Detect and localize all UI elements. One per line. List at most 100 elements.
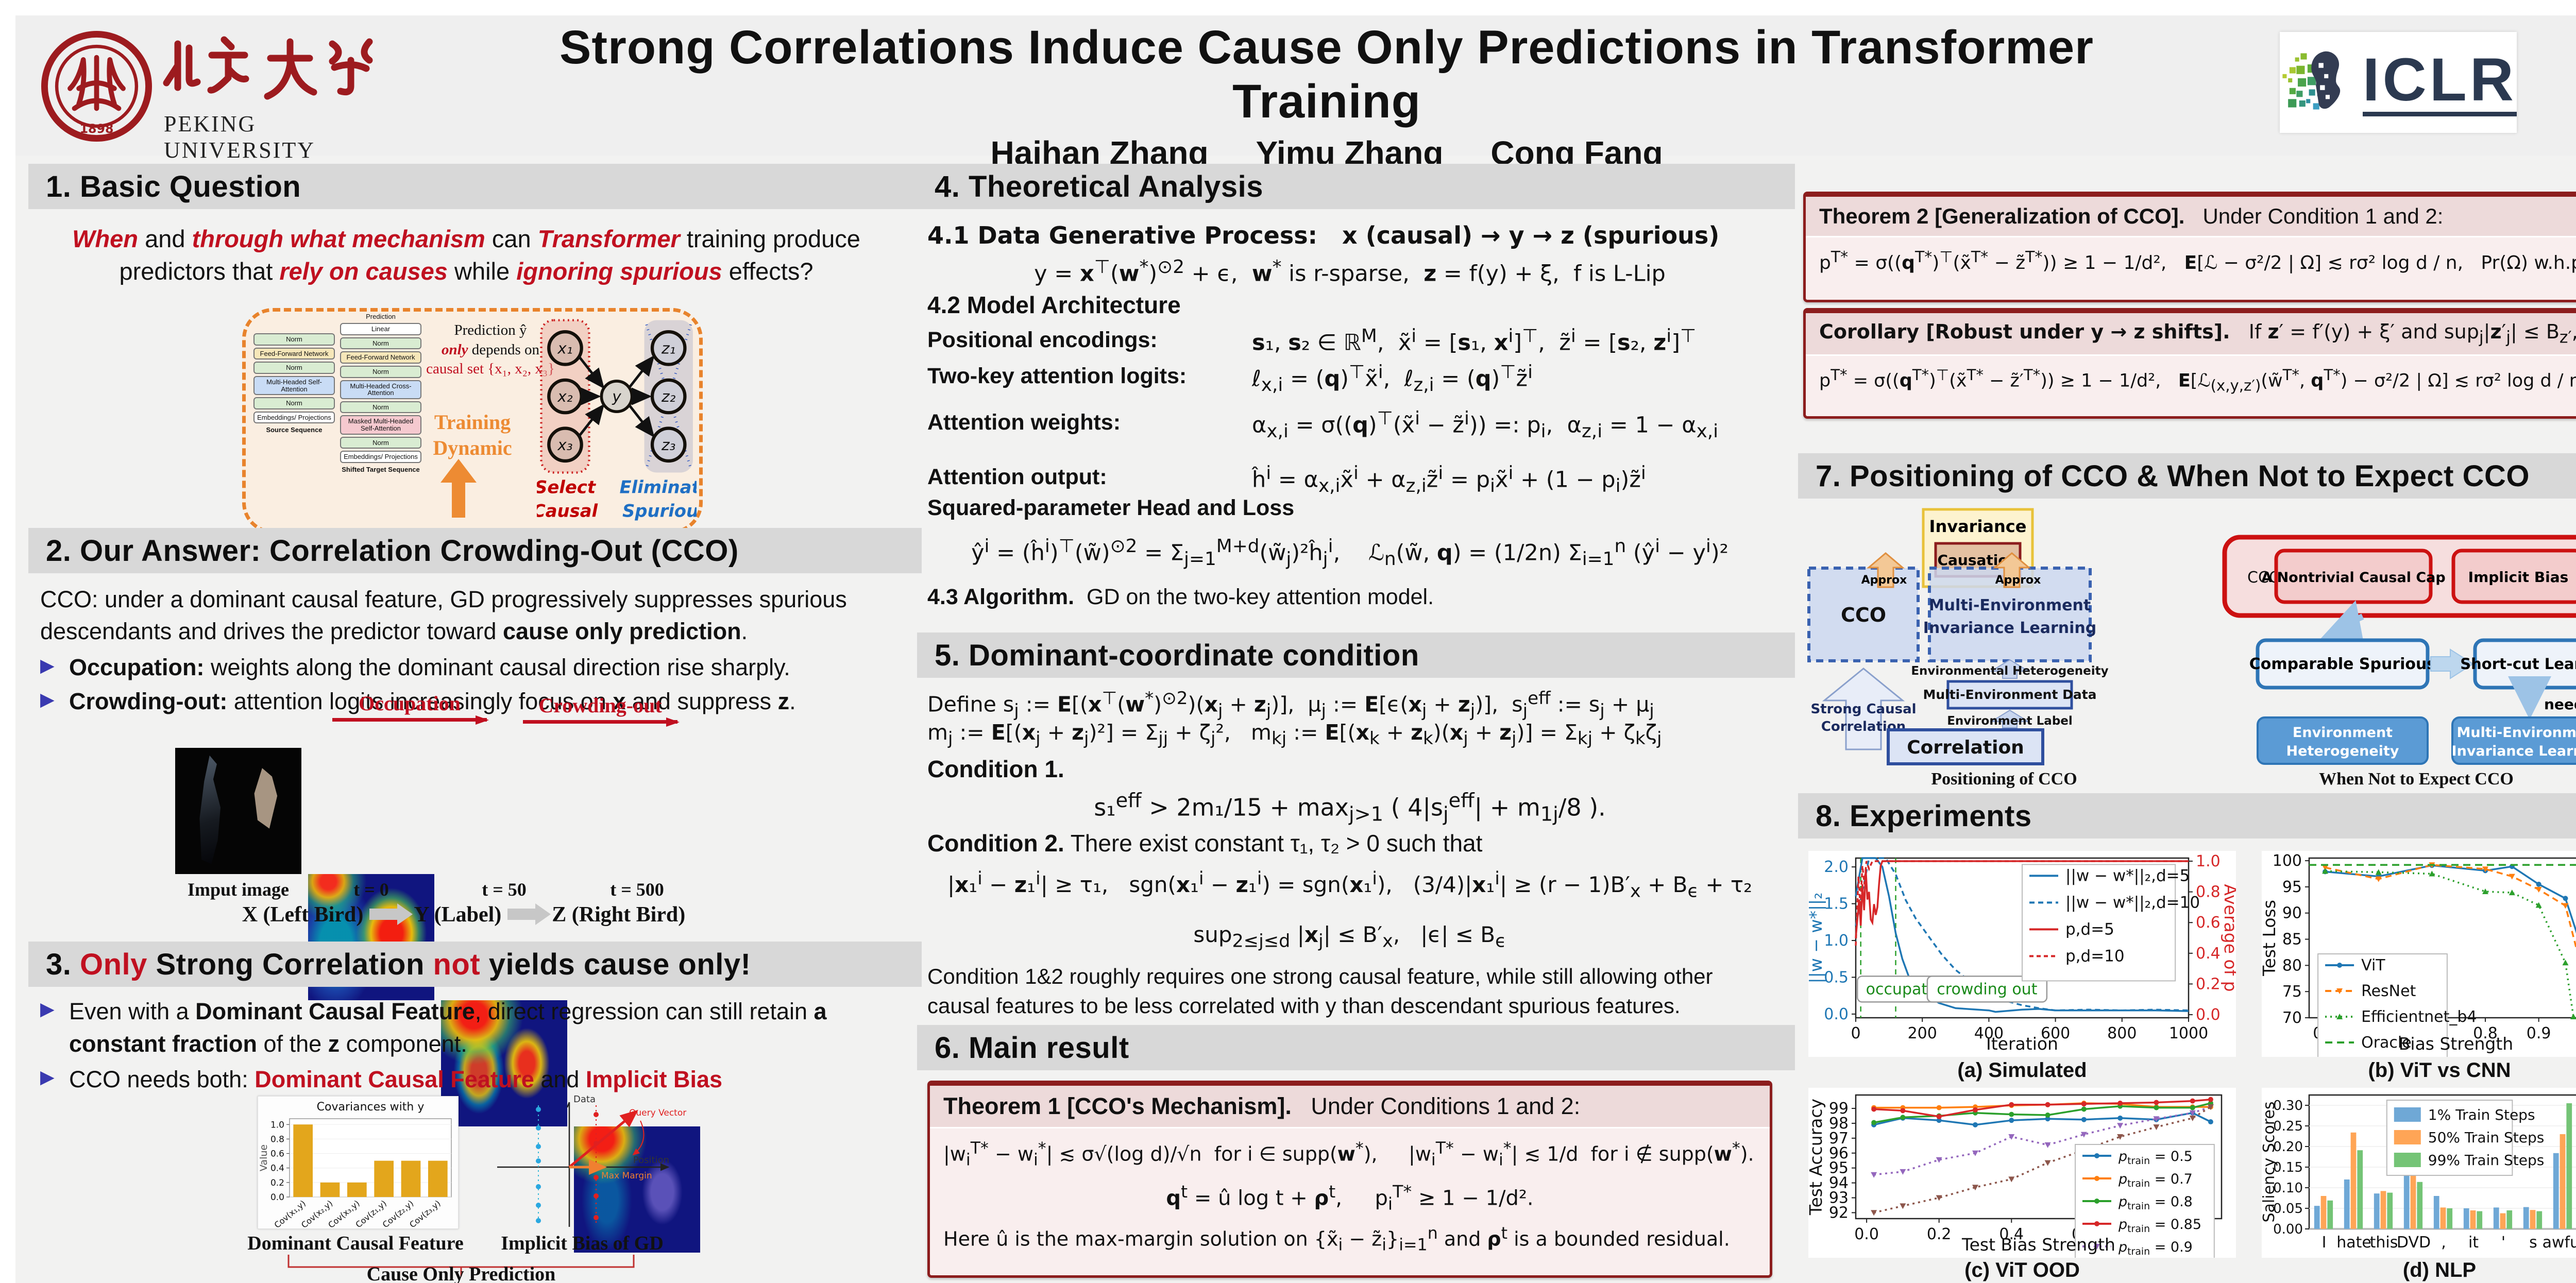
crowding-arrow-label: Crowding-out: [515, 693, 685, 727]
covariance-bar-chart: Covariances with y0.00.20.40.60.81.0Cov(…: [257, 1096, 459, 1230]
svg-text:80: 80: [2282, 956, 2302, 974]
svg-text:0.05: 0.05: [2273, 1201, 2303, 1217]
env-het-box-label: Environment: [2293, 725, 2393, 741]
theorem2-box: Theorem 2 [Generalization of CCO]. Under…: [1803, 192, 2576, 302]
position-axis-label: Position: [633, 1155, 669, 1166]
svg-text:70: 70: [2282, 1009, 2302, 1027]
cco-summary: CCO: under a dominant causal feature, GD…: [40, 586, 847, 645]
s5-cond1: Condition 1.: [927, 756, 1064, 782]
s4-lab-pos: Positional encodings:: [927, 328, 1158, 352]
section6-header: 6. Main result: [917, 1025, 1795, 1070]
section4-header: 4. Theoretical Analysis: [917, 164, 1795, 209]
s4-f-o: ĥi = αx,ix̃i + αz,iz̃i = pix̃i + (1 − pi…: [1252, 463, 1646, 497]
basic-question: When and through what mechanism can Tran…: [72, 225, 860, 285]
svg-text:Bias Strength: Bias Strength: [2399, 1034, 2513, 1054]
svg-text:||w − w*||₂,d=5: ||w − w*||₂,d=5: [2065, 866, 2190, 885]
svg-text:0.25: 0.25: [2273, 1119, 2303, 1134]
decoder-caption: Shifted Target Sequence: [342, 466, 420, 474]
header: [15, 15, 2576, 156]
svg-text:800: 800: [2107, 1024, 2137, 1042]
svg-text:600: 600: [2041, 1024, 2070, 1042]
section8-title: 8. Experiments: [1816, 799, 2032, 833]
svg-text:ptrain = 0.85: ptrain = 0.85: [2118, 1217, 2201, 1235]
theorem1-box: Theorem 1 [CCO's Mechanism]. Under Condi…: [927, 1081, 1772, 1278]
s4-lab-o: Attention output:: [927, 465, 1107, 489]
svg-text:0: 0: [1851, 1024, 1860, 1042]
svg-text:p,d=5: p,d=5: [2065, 920, 2114, 938]
theorem1-head: Theorem 1 [CCO's Mechanism]. Under Condi…: [930, 1086, 1770, 1128]
causal-cap-label: A Nontrivial Causal Cap: [2261, 570, 2445, 586]
svg-text:ptrain = 0.7: ptrain = 0.7: [2118, 1171, 2193, 1189]
s3-bullet1: Even with a Dominant Causal Feature, dir…: [40, 995, 893, 1060]
iclr-logo: ICLR: [2280, 32, 2517, 133]
positioning-diagram: Invariance Causation CCO Multi-Environme…: [1807, 508, 2109, 765]
corollary-head: Corollary [Robust under y → z shifts]. I…: [1806, 313, 2576, 356]
svg-text:2.0: 2.0: [1824, 858, 1849, 876]
enc-block: Feed-Forward Network: [253, 347, 335, 360]
s4-h43: 4.3 Algorithm. GD on the two-key attenti…: [927, 585, 1434, 609]
s4-f41: y = x⊤(w*)⊙2 + ϵ, w* is r-sparse, z = f(…: [1034, 256, 1666, 287]
svg-text:1.0: 1.0: [2196, 852, 2221, 870]
svg-text:0.0: 0.0: [2196, 1006, 2221, 1024]
poster-title: Strong Correlations Induce Cause Only Pr…: [560, 21, 2094, 128]
when-not-caption: When Not to Expect CCO: [2319, 769, 2514, 789]
svg-text:Oracle: Oracle: [2361, 1034, 2412, 1052]
svg-text:99: 99: [1829, 1100, 1849, 1118]
flow-z: Z (Right Bird): [552, 903, 686, 927]
corollary-body: pT* = σ((qT*)⊤(x̃T* − z̃′T*)) ≥ 1 − 1∕d²…: [1819, 366, 2576, 395]
panel-caption: Imput image: [188, 879, 289, 900]
select-causal-label: Select: [537, 477, 597, 498]
s4-lab-head: Squared-parameter Head and Loss: [927, 495, 1295, 520]
svg-text:Iteration: Iteration: [1986, 1034, 2058, 1054]
occupation-bullet: Occupation: weights along the dominant c…: [40, 652, 893, 683]
svg-text:p,d=10: p,d=10: [2065, 947, 2125, 965]
svg-text:95: 95: [1829, 1159, 1849, 1177]
s5-f-c2a: |x₁i − z₁i| ≥ τ₁, sgn(x₁i − z₁i) = sgn(x…: [947, 868, 1753, 902]
dec-block: Linear: [340, 323, 421, 335]
invariance-label: Invariance: [1929, 517, 2027, 536]
data-axis-label: Data: [573, 1095, 596, 1105]
dec-block: Embeddings/ Projections: [340, 451, 421, 464]
svg-text:s: s: [2529, 1234, 2537, 1252]
training-dynamic-arrow: [440, 459, 477, 518]
svg-text:93: 93: [1829, 1189, 1849, 1207]
prediction-note: Prediction ŷ only depends on causal set {x…: [426, 322, 555, 378]
crowding-arrow: [523, 717, 680, 727]
dec-block: Multi-Headed Cross-Attention: [340, 380, 421, 399]
env-het-label: Environmental Heterogeneity: [1911, 664, 2108, 678]
theorem1-line2: qt = û log t + ρt, piT* ≥ 1 − 1∕d².: [1166, 1181, 1534, 1214]
enc-block: Embeddings/ Projections: [253, 411, 335, 424]
svg-text:97: 97: [1829, 1130, 1849, 1148]
section8-header: 8. Experiments: [1798, 793, 2576, 839]
node-z2: z₂: [661, 388, 676, 405]
svg-text:0.2: 0.2: [2196, 975, 2221, 993]
svg-text:75: 75: [2282, 983, 2302, 1001]
s4-f-w: αx,i = σ((q)⊤(x̃i − z̃i)) =: pi, αz,i = …: [1252, 408, 1719, 442]
svg-text:400: 400: [1974, 1024, 2004, 1042]
caption-c: (c) ViT OOD: [1964, 1259, 2080, 1281]
svg-text:0.0: 0.0: [270, 1192, 284, 1203]
section3-title: 3. Only Strong Correlation not yields ca…: [46, 947, 751, 981]
flow-arrow-icon: [369, 903, 413, 926]
iclr-face-icon: [2282, 51, 2341, 110]
svg-text:Saliency Scores: Saliency Scores: [2262, 1101, 2278, 1222]
svg-text:crowding out: crowding out: [1937, 980, 2037, 998]
svg-text:Efficientnet_b4: Efficientnet_b4: [2361, 1008, 2477, 1026]
svg-text:0.2: 0.2: [1927, 1225, 1952, 1243]
occupation-arrow: [332, 715, 489, 725]
svg-text:0.2: 0.2: [270, 1178, 284, 1188]
svg-text:99% Train Steps: 99% Train Steps: [2428, 1152, 2545, 1169]
s4-lab-logit: Two-key attention logits:: [927, 364, 1187, 388]
s4-f-head: ŷi = (ĥi)⊤(w̃)⊙2 = Σj=1M+d(w̃j)²ĥji, ℒn(…: [971, 536, 1728, 570]
svg-text:0.4: 0.4: [270, 1164, 284, 1174]
flow-arrow-icon: [507, 903, 551, 926]
corollary-box: Corollary [Robust under y → z shifts]. I…: [1803, 308, 2576, 419]
svg-text:0.8: 0.8: [270, 1134, 284, 1144]
svg-text:1000: 1000: [2169, 1024, 2208, 1042]
cco-pos-label: CCO: [1841, 604, 1886, 626]
max-margin-label: Max Margin: [601, 1171, 652, 1181]
svg-text:Invariance Learning: Invariance Learning: [1923, 619, 2097, 637]
panel-caption: t = 0: [353, 879, 389, 900]
node-z3: z₃: [661, 436, 675, 454]
